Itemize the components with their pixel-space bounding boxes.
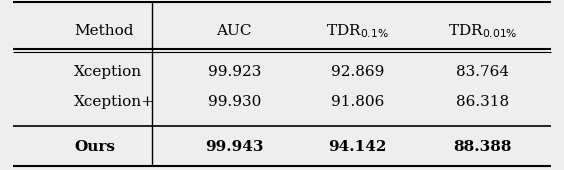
Text: Xception+: Xception+ xyxy=(74,95,155,109)
Text: 86.318: 86.318 xyxy=(456,95,509,109)
Text: TDR$_{0.1\%}$: TDR$_{0.1\%}$ xyxy=(327,23,389,40)
Text: Xception: Xception xyxy=(74,65,143,79)
Text: 99.943: 99.943 xyxy=(205,140,263,154)
Text: 99.923: 99.923 xyxy=(208,65,261,79)
Text: 83.764: 83.764 xyxy=(456,65,509,79)
Text: Ours: Ours xyxy=(74,140,116,154)
Text: 99.930: 99.930 xyxy=(208,95,261,109)
Text: Method: Method xyxy=(74,24,134,38)
Text: 92.869: 92.869 xyxy=(331,65,385,79)
Text: 94.142: 94.142 xyxy=(329,140,387,154)
Text: 91.806: 91.806 xyxy=(331,95,385,109)
Text: TDR$_{0.01\%}$: TDR$_{0.01\%}$ xyxy=(448,23,518,40)
Text: AUC: AUC xyxy=(217,24,252,38)
Text: 88.388: 88.388 xyxy=(453,140,512,154)
